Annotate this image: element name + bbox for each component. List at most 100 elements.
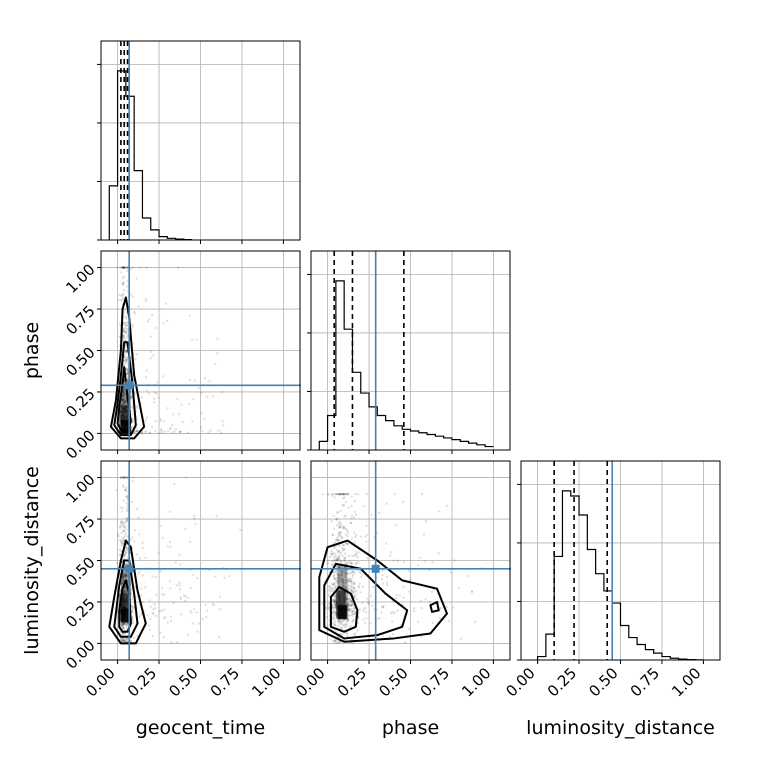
sample-point [126,370,129,373]
sample-point [340,572,343,575]
sample-point [145,430,148,433]
sample-point [123,402,126,405]
sample-point [153,603,156,606]
sample-point [129,640,132,643]
sample-point [385,575,389,578]
sample-point [125,358,129,361]
sample-point [122,589,126,593]
sample-point [345,542,349,545]
sample-point [125,367,128,370]
sample-point [143,586,147,589]
sample-point [445,504,449,507]
sample-point [333,605,337,609]
sample-point [201,617,204,621]
sample-point [378,616,381,620]
sample-point [344,492,347,496]
sample-point [391,611,394,614]
histogram-steps [318,280,494,450]
sample-point [351,612,354,616]
sample-point [170,641,173,644]
sample-point [347,601,350,604]
sample-point [125,589,128,592]
sample-point [366,597,369,600]
sample-point [145,300,148,303]
sample-point [346,634,349,638]
sample-point [121,582,124,585]
y-axis-label-phase: phase [21,322,43,379]
sample-point [123,526,126,530]
sample-point [424,598,427,601]
sample-point [120,582,124,585]
sample-point [168,579,172,583]
sample-point [333,611,337,614]
sample-point [366,601,370,605]
sample-point [346,605,350,609]
sample-point [206,395,209,398]
sample-point [347,579,350,582]
panel-content [101,461,300,660]
sample-point [457,586,461,589]
sample-point [122,591,126,595]
sample-point [125,573,129,577]
sample-point [430,590,434,593]
sample-point [332,583,336,586]
sample-point [122,398,125,401]
sample-point [369,594,373,598]
sample-point [402,596,405,600]
sample-point [147,624,151,628]
sample-point [331,492,334,496]
sample-point [121,537,124,540]
sample-point [353,587,356,590]
sample-point [122,399,125,403]
sample-point [137,572,140,575]
sample-point [344,542,348,545]
sample-point [121,283,125,286]
sample-point [358,582,362,585]
sample-point [419,599,423,603]
sample-point [178,412,181,416]
sample-point [340,536,344,539]
sample-point [182,594,186,597]
sample-point [336,524,339,527]
sample-point [343,585,347,588]
sample-point [338,640,342,644]
sample-point [367,600,370,603]
sample-point [333,545,337,549]
sample-point [335,557,338,560]
sample-point [467,574,470,577]
sample-point [124,331,127,334]
sample-point [119,539,123,543]
sample-point [169,587,172,590]
sample-point [337,549,340,553]
sample-point [407,590,411,593]
sample-point [347,506,350,510]
sample-point [122,333,125,337]
sample-point [135,427,138,430]
x-tick-label: 0.50 [165,664,201,700]
sample-point [123,573,126,577]
sample-point [344,556,347,560]
sample-point [349,521,353,525]
sample-point [338,492,341,496]
sample-point [339,492,342,496]
sample-point [346,534,349,538]
sample-point [344,533,347,536]
sample-point [152,612,155,615]
sample-point [345,528,348,531]
sample-point [351,642,355,645]
histogram-steps [108,70,193,241]
sample-point [121,266,124,269]
sample-point [140,396,144,399]
sample-point [339,627,342,630]
sample-point [347,597,351,600]
sample-point [125,373,129,376]
sample-point [351,609,354,613]
sample-point [354,535,357,539]
sample-point [120,266,124,269]
sample-point [355,561,358,565]
sample-point [331,588,334,591]
sample-point [157,396,161,399]
sample-point [331,598,335,601]
scatter-panel-geocent_time-luminosity_distance [97,460,301,664]
sample-point [352,570,355,573]
